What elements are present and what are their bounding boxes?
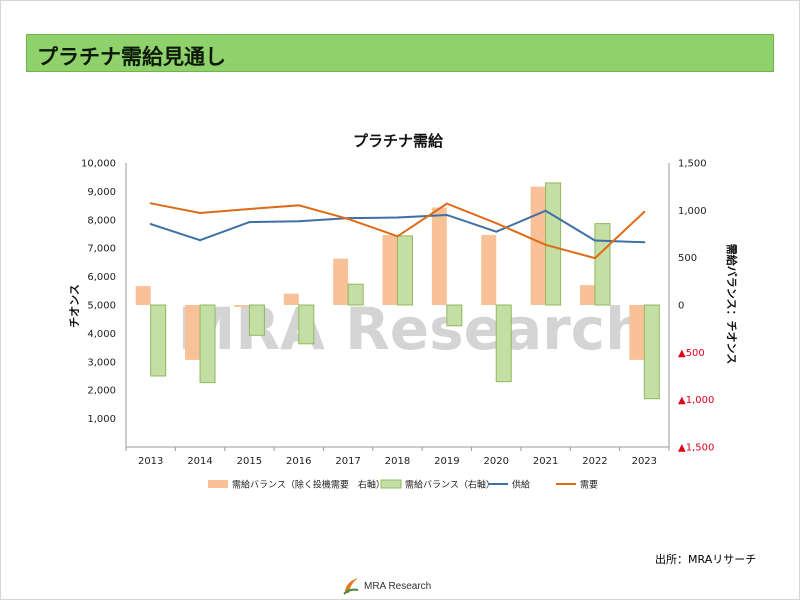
leaf-swoosh-icon [343, 578, 359, 595]
bar-balance-excl-investment-2021 [530, 186, 546, 305]
bar-balance-2016 [298, 304, 315, 345]
point-supply-2016 [297, 220, 300, 223]
y2-tick-label: ▲1,500 [678, 443, 714, 454]
bar-balance-2015 [248, 304, 265, 336]
x-tick-label: 2015 [237, 456, 262, 467]
page-title: プラチナ需給見通し [37, 45, 226, 69]
x-tick-label: 2019 [434, 456, 459, 467]
point-supply-2021 [544, 209, 547, 212]
y-tick-label: 7,000 [87, 244, 116, 255]
y2-tick-label: ▲500 [678, 348, 705, 359]
legend-label-demand: 需要 [580, 480, 598, 491]
bar-balance-excl-investment-2017 [333, 258, 349, 305]
point-demand-2016 [297, 204, 300, 207]
bar-balance-2023 [643, 304, 660, 400]
x-tick-label: 2021 [533, 456, 558, 467]
x-tick-label: 2018 [385, 456, 410, 467]
point-supply-2018 [396, 216, 399, 219]
y2-tick-label: 1,000 [678, 206, 707, 217]
bar-balance-2020 [495, 304, 512, 383]
x-tick-label: 2017 [335, 456, 360, 467]
point-demand-2019 [445, 202, 448, 205]
bar-balance-excl-investment-2016 [283, 293, 299, 305]
y-tick-label: 4,000 [87, 329, 116, 340]
point-supply-2019 [445, 213, 448, 216]
bar-balance-2017 [347, 283, 364, 306]
y-tick-label: 3,000 [87, 357, 116, 368]
point-demand-2014 [199, 211, 202, 214]
x-tick-label: 2020 [484, 456, 509, 467]
y-tick-label: 2,000 [87, 386, 116, 397]
y2-tick-label: 0 [678, 301, 684, 312]
bar-balance-excl-investment-2015 [234, 305, 250, 307]
y2-tick-label: 500 [678, 253, 697, 264]
point-supply-2014 [199, 239, 202, 242]
bar-balance-2019 [446, 304, 463, 327]
x-tick-label: 2014 [187, 456, 212, 467]
y-tick-label: 8,000 [87, 215, 116, 226]
point-demand-2015 [248, 208, 251, 211]
line-layer [149, 202, 646, 260]
legend-label-balance-excl-investment: 需給バランス（除く投機需要 右軸） [232, 479, 385, 491]
y-tick-label: 10,000 [81, 159, 116, 170]
tick-label-layer: 1,000 2,000 3,000 4,000 5,000 6,000 7,000 8,000… [81, 159, 714, 468]
y-tick-label: 6,000 [87, 272, 116, 283]
y2-tick-label: 1,500 [678, 159, 707, 170]
point-supply-2022 [593, 239, 596, 242]
y-tick-label: 5,000 [87, 301, 116, 312]
point-supply-2023 [643, 241, 646, 244]
footer-logo: MRA Research [342, 576, 431, 596]
legend: 需給バランス（除く投機需要 右軸） 需給バランス（右軸） 供給 需要 [208, 479, 598, 491]
point-demand-2020 [495, 222, 498, 225]
y2-tick-label: ▲1,000 [678, 395, 714, 406]
bar-layer [135, 182, 660, 400]
axes-layer [125, 163, 670, 448]
point-demand-2017 [347, 217, 350, 220]
legend-label-balance: 需給バランス（右軸） [405, 479, 495, 491]
point-supply-2020 [495, 230, 498, 233]
point-demand-2022 [593, 257, 596, 260]
chart-title: プラチナ需給 [353, 132, 444, 150]
point-demand-2018 [396, 235, 399, 238]
bar-balance-excl-investment-2014 [185, 305, 201, 360]
x-tick-label: 2013 [138, 456, 163, 467]
legend-swatch-balance-excl-investment [208, 480, 228, 488]
point-demand-2013 [149, 202, 152, 205]
point-demand-2023 [643, 210, 646, 213]
y2-axis-label: 需給バランス：チオンス [725, 244, 739, 365]
footer-logo-text: MRA Research [364, 580, 432, 592]
x-tick-label: 2022 [582, 456, 607, 467]
title-bar: プラチナ需給見通し [26, 34, 774, 72]
source-note: 出所：MRAリサーチ [655, 553, 757, 566]
point-supply-2015 [248, 221, 251, 224]
bar-balance-excl-investment-2019 [431, 207, 447, 305]
y-tick-label: 1,000 [87, 414, 116, 425]
y-tick-label: 9,000 [87, 187, 116, 198]
x-tick-label: 2023 [632, 456, 657, 467]
x-tick-label: 2016 [286, 456, 311, 467]
bar-balance-excl-investment-2018 [382, 234, 398, 305]
point-supply-2013 [149, 223, 152, 226]
legend-swatch-balance [380, 479, 402, 489]
bar-balance-excl-investment-2022 [579, 285, 595, 305]
legend-label-supply: 供給 [512, 479, 530, 491]
point-demand-2021 [544, 243, 547, 246]
y-axis-label: チオンス [68, 284, 81, 328]
bar-balance-2018 [397, 235, 413, 306]
bar-balance-2021 [545, 182, 562, 306]
bar-balance-2013 [150, 304, 167, 377]
bar-balance-excl-investment-2023 [629, 305, 645, 360]
bar-balance-excl-investment-2013 [135, 286, 151, 305]
bar-balance-excl-investment-2020 [481, 234, 497, 305]
bar-balance-2014 [199, 304, 216, 384]
bar-balance-2022 [594, 223, 611, 306]
